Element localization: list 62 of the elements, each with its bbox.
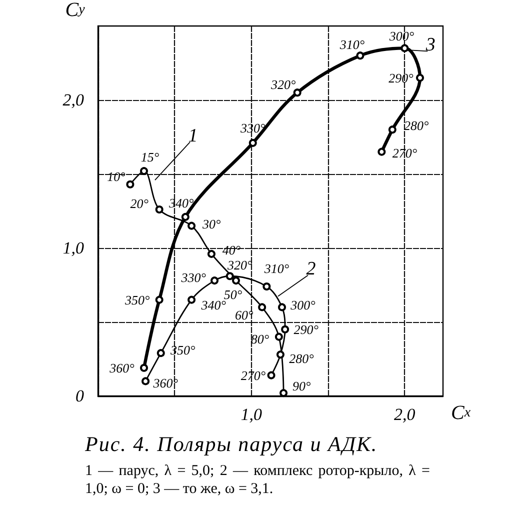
point (274, 332, 283, 341)
text: 1 (188, 126, 198, 147)
annotation: 270° (240, 368, 266, 383)
point (232, 276, 240, 285)
annotation: 310° (338, 37, 365, 52)
point (293, 88, 302, 97)
point (378, 148, 386, 156)
annotation: 300° (388, 28, 414, 44)
point (262, 282, 271, 290)
y-tick-label: 0 (76, 386, 84, 406)
annotation: 360° (108, 360, 134, 376)
point (210, 276, 219, 285)
x-axis-title: Cx (451, 402, 472, 424)
text: 1 — парус, λ = 5,0; 2 — комплекс ротор-крыло, λ = 1,0; ω = 0; 3 — то же, ω = 3,1. (85, 462, 430, 498)
point (140, 167, 148, 176)
annotation: 310° (263, 260, 290, 276)
y-tick-label: 1,0 (62, 238, 84, 258)
point (140, 364, 148, 372)
point (188, 296, 196, 304)
point (126, 180, 134, 188)
point (155, 296, 164, 304)
annotation: 50° (224, 287, 242, 302)
point (188, 222, 196, 230)
annotation: 280° (289, 351, 314, 366)
point (280, 389, 288, 398)
annotation: 360° (152, 376, 178, 391)
point (181, 212, 190, 221)
annotation: 300° (290, 298, 316, 313)
point (156, 349, 165, 358)
point (356, 52, 364, 60)
series-label: 2 (306, 258, 316, 280)
point (276, 350, 284, 359)
annotation: 330° (180, 270, 206, 286)
point (400, 44, 409, 52)
annotation: 320° (270, 77, 296, 92)
annotation: 20° (130, 196, 148, 212)
annotation: 350° (124, 292, 150, 308)
point (207, 250, 216, 258)
legend-label: 3 (424, 34, 436, 56)
text: Рис. 4. Поляры паруса и АДК. (85, 432, 378, 457)
annotation: 340° (168, 195, 194, 210)
annotation: 270° (392, 145, 418, 160)
annotation: 350° (170, 342, 196, 358)
y-tick-label: 2,0 (62, 90, 84, 110)
point (142, 377, 150, 386)
point (388, 126, 396, 134)
annotation: 80° (250, 331, 270, 346)
point (258, 303, 266, 312)
point (416, 74, 424, 82)
annotation: 90° (292, 378, 311, 394)
y-axis-title: Cy (65, 0, 86, 21)
annotation: 30° (201, 216, 221, 232)
annotation: 280° (404, 118, 429, 134)
point (278, 303, 286, 312)
annotation: 320° (226, 258, 252, 273)
point (155, 206, 164, 214)
point (281, 325, 290, 334)
annotation: 290° (294, 322, 318, 337)
point (248, 138, 257, 147)
annotation: 15° (140, 150, 160, 165)
point (267, 371, 276, 380)
point (226, 272, 234, 280)
